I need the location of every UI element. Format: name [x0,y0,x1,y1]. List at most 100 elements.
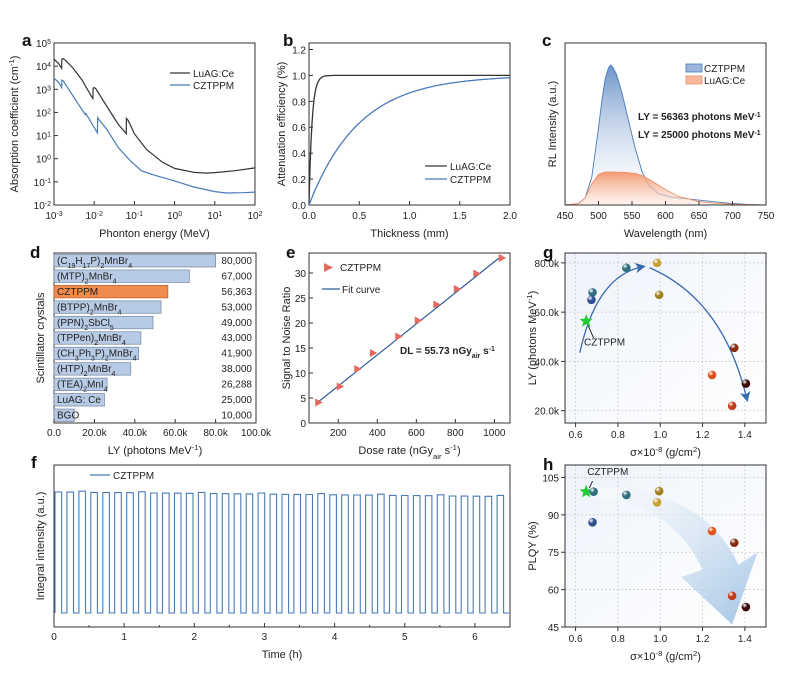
series-line-cztppm [54,490,509,614]
series-line-cztppm [53,77,256,194]
y-tick-label: 10-1 [34,177,51,189]
bar-value-label: 38,000 [221,364,252,375]
x-tick-label: 0.0 [302,211,316,222]
panel-b: b 0.0 0.5 1.0 1.5 2.0 0.0 0.2 0.4 0.6 0.8 1.0 1.2 Thi… [276,31,517,240]
data-point [473,269,481,278]
x-tick-label: 1.0 [653,634,667,645]
panel-a: a10-3 10-2 10-1 100 101 10210-210-11001011021… [7,31,263,240]
data-point [654,290,664,300]
bar [53,269,190,283]
plot-frame [308,252,511,424]
bar-category-label: CZTPPM [57,287,98,298]
bar-value-label: 26,288 [221,380,252,391]
y-tick-label: 100 [36,154,51,166]
data-point [654,486,664,496]
data-point [433,300,441,309]
data-point [707,526,717,536]
data-point [652,498,662,507]
bar [53,285,169,299]
y-axis-label: Attenuation efficiency (%) [276,62,288,187]
y-tick-label: 20.0k [535,407,560,418]
x-axis-label: Phonton energy (MeV) [99,228,210,240]
panel-label: a [22,31,32,50]
data-point [589,487,598,496]
y-tick-label: 0 [300,419,306,430]
x-tick-label: 0 [51,632,57,643]
x-tick-label: 0.6 [569,430,583,441]
bar [53,393,105,407]
panel-c: c 450 500 550 600 650 700 750 Wavelength (nm) RL … [542,31,775,240]
y-axis-label: PLQY (%) [527,521,539,570]
x-tick-label: 650 [691,211,708,222]
plot-frame [564,252,767,424]
x-tick-label: 1000 [483,428,506,439]
x-tick-label: 10-3 [45,211,62,223]
bar [53,254,217,268]
bar-value-label: 43,000 [221,333,252,344]
bar-category-label: (MTP)2MnBr4 [57,271,117,285]
data-point [707,370,717,380]
bar [53,408,75,422]
y-tick-label: 10-2 [34,201,51,213]
bar-category-label: (PPN)2SbCl5 [57,318,114,332]
y-tick-label: 60.0k [535,308,560,319]
data-point [414,316,423,325]
x-tick-label: 1.0 [653,430,667,441]
y-tick-label: 105 [542,473,559,484]
y-tick-label: 1.2 [292,45,306,56]
bar [53,362,132,376]
plot-frame [564,464,767,628]
bar-value-label: 80,000 [221,256,252,267]
y-tick-label: 10 [295,369,307,380]
bar-value-label: 25,000 [221,395,252,406]
x-axis-label: Time (h) [262,649,303,661]
y-axis-label: Scintillator crystals [35,292,47,384]
x-axis-label: LY (photons MeV-1) [108,443,203,458]
y-tick-label: 40.0k [535,357,560,368]
x-axis-label: σ×10-8 (g/cm2) [630,649,701,664]
annotation-pointer [587,325,594,339]
annotation-cztppm: CZTPPM [584,337,625,348]
bar [53,346,140,361]
panel-label: d [30,243,40,262]
data-point [587,295,596,305]
series-line-luagce [308,74,510,206]
x-tick-label: 80.0k [203,428,228,439]
annotation-ly-cztppm: LY = 56363 photons MeV-1 [638,112,761,124]
y-axis-label: Absorption coefficient (cm-1) [7,56,22,193]
x-tick-label: 6 [472,632,478,643]
x-tick-label: 1 [121,632,127,643]
x-tick-label: 60.0k [163,428,188,439]
panel-label: b [283,31,293,50]
data-point [588,288,597,297]
x-tick-label: 40.0k [123,428,148,439]
plot-frame [53,464,511,628]
x-tick-label: 10-2 [86,211,103,223]
y-axis-label: Integral intensity (a.u.) [35,492,47,601]
x-tick-label: 600 [408,428,425,439]
y-axis-label: LY (photons MeV-1) [525,291,540,386]
x-tick-label: 600 [657,211,674,222]
x-tick-label: 3 [262,632,268,643]
y-tick-label: 60 [548,586,560,597]
data-point [336,382,345,391]
y-tick-label: 15 [295,344,307,355]
y-tick-label: 104 [36,62,51,74]
x-axis-label: Dose rate (nGyair s-1) [358,443,460,461]
x-tick-label: 500 [590,211,607,222]
y-tick-label: 105 [36,39,51,51]
bar [53,377,108,391]
x-tick-label: 0.6 [569,634,583,645]
x-tick-label: 101 [207,211,222,223]
x-axis-label: Wavelength (nm) [624,228,707,240]
legend-label: CZTPPM [704,64,745,75]
data-point [729,343,739,353]
series-area-cztppm [564,64,767,206]
panel-d: d (C19H17P)2MnBr4 80,000 (MTP)2MnBr4 67,000 C… [30,243,272,457]
y-tick-label: 45 [548,623,560,634]
fit-line [318,255,503,402]
legend-swatch [324,263,333,272]
x-tick-label: 200 [330,428,347,439]
